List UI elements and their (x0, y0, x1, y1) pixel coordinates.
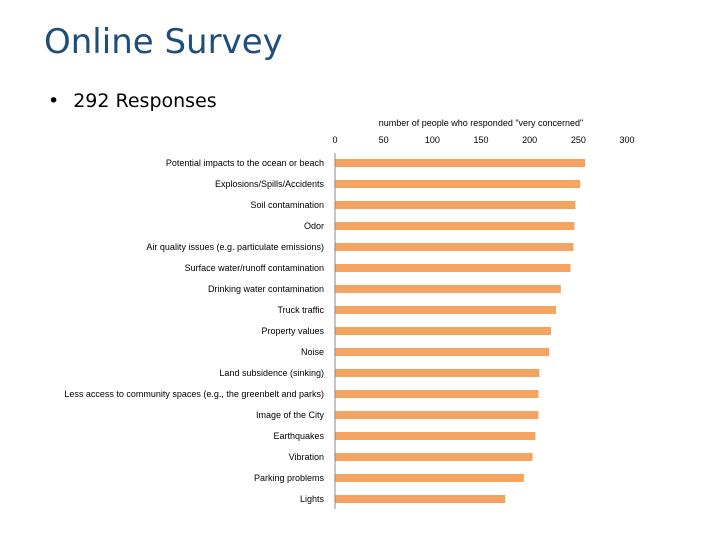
x-tick-label: 200 (522, 135, 537, 145)
bar (335, 285, 561, 293)
category-label: Air quality issues (e.g. particulate emi… (146, 242, 324, 252)
bar (335, 306, 556, 314)
bar (335, 243, 574, 251)
bullet-icon: • (48, 90, 60, 112)
x-tick-label: 0 (332, 135, 337, 145)
bar (335, 474, 524, 482)
x-axis-label: number of people who responded "very con… (379, 118, 584, 128)
bar (335, 495, 506, 503)
category-label: Odor (304, 221, 324, 231)
bar (335, 222, 575, 230)
x-tick-label: 300 (619, 135, 634, 145)
category-label: Parking problems (254, 473, 325, 483)
category-label: Less access to community spaces (e.g., t… (64, 389, 324, 399)
x-tick-label: 100 (425, 135, 440, 145)
category-label: Noise (301, 347, 324, 357)
bar (335, 369, 540, 377)
bar (335, 264, 571, 272)
bar (335, 201, 576, 209)
category-label: Property values (261, 326, 324, 336)
category-labels: Potential impacts to the ocean or beach E… (64, 158, 324, 504)
bars (335, 159, 586, 503)
bar (335, 432, 536, 440)
responses-count: 292 Responses (73, 90, 217, 112)
bar (335, 180, 581, 188)
category-label: Vibration (289, 452, 324, 462)
bar (335, 453, 533, 461)
category-label: Lights (300, 494, 325, 504)
category-label: Earthquakes (273, 431, 324, 441)
category-label: Soil contamination (250, 200, 324, 210)
bullet-point: • 292 Responses (48, 90, 217, 112)
bar (335, 327, 552, 335)
x-tick-label: 150 (473, 135, 488, 145)
category-label: Image of the City (256, 410, 325, 420)
x-tick-label: 50 (379, 135, 389, 145)
category-label: Potential impacts to the ocean or beach (166, 158, 324, 168)
bar (335, 390, 539, 398)
category-label: Drinking water contamination (208, 284, 324, 294)
slide-title: Online Survey (44, 22, 283, 62)
bar (335, 411, 539, 419)
bar (335, 348, 550, 356)
category-label: Land subsidence (sinking) (219, 368, 324, 378)
category-label: Truck traffic (277, 305, 324, 315)
x-axis-ticks: 0 50 100 150 200 250 300 (332, 135, 634, 145)
category-label: Explosions/Spills/Accidents (215, 179, 325, 189)
category-label: Surface water/runoff contamination (185, 263, 324, 273)
x-tick-label: 250 (571, 135, 586, 145)
bar (335, 159, 586, 167)
